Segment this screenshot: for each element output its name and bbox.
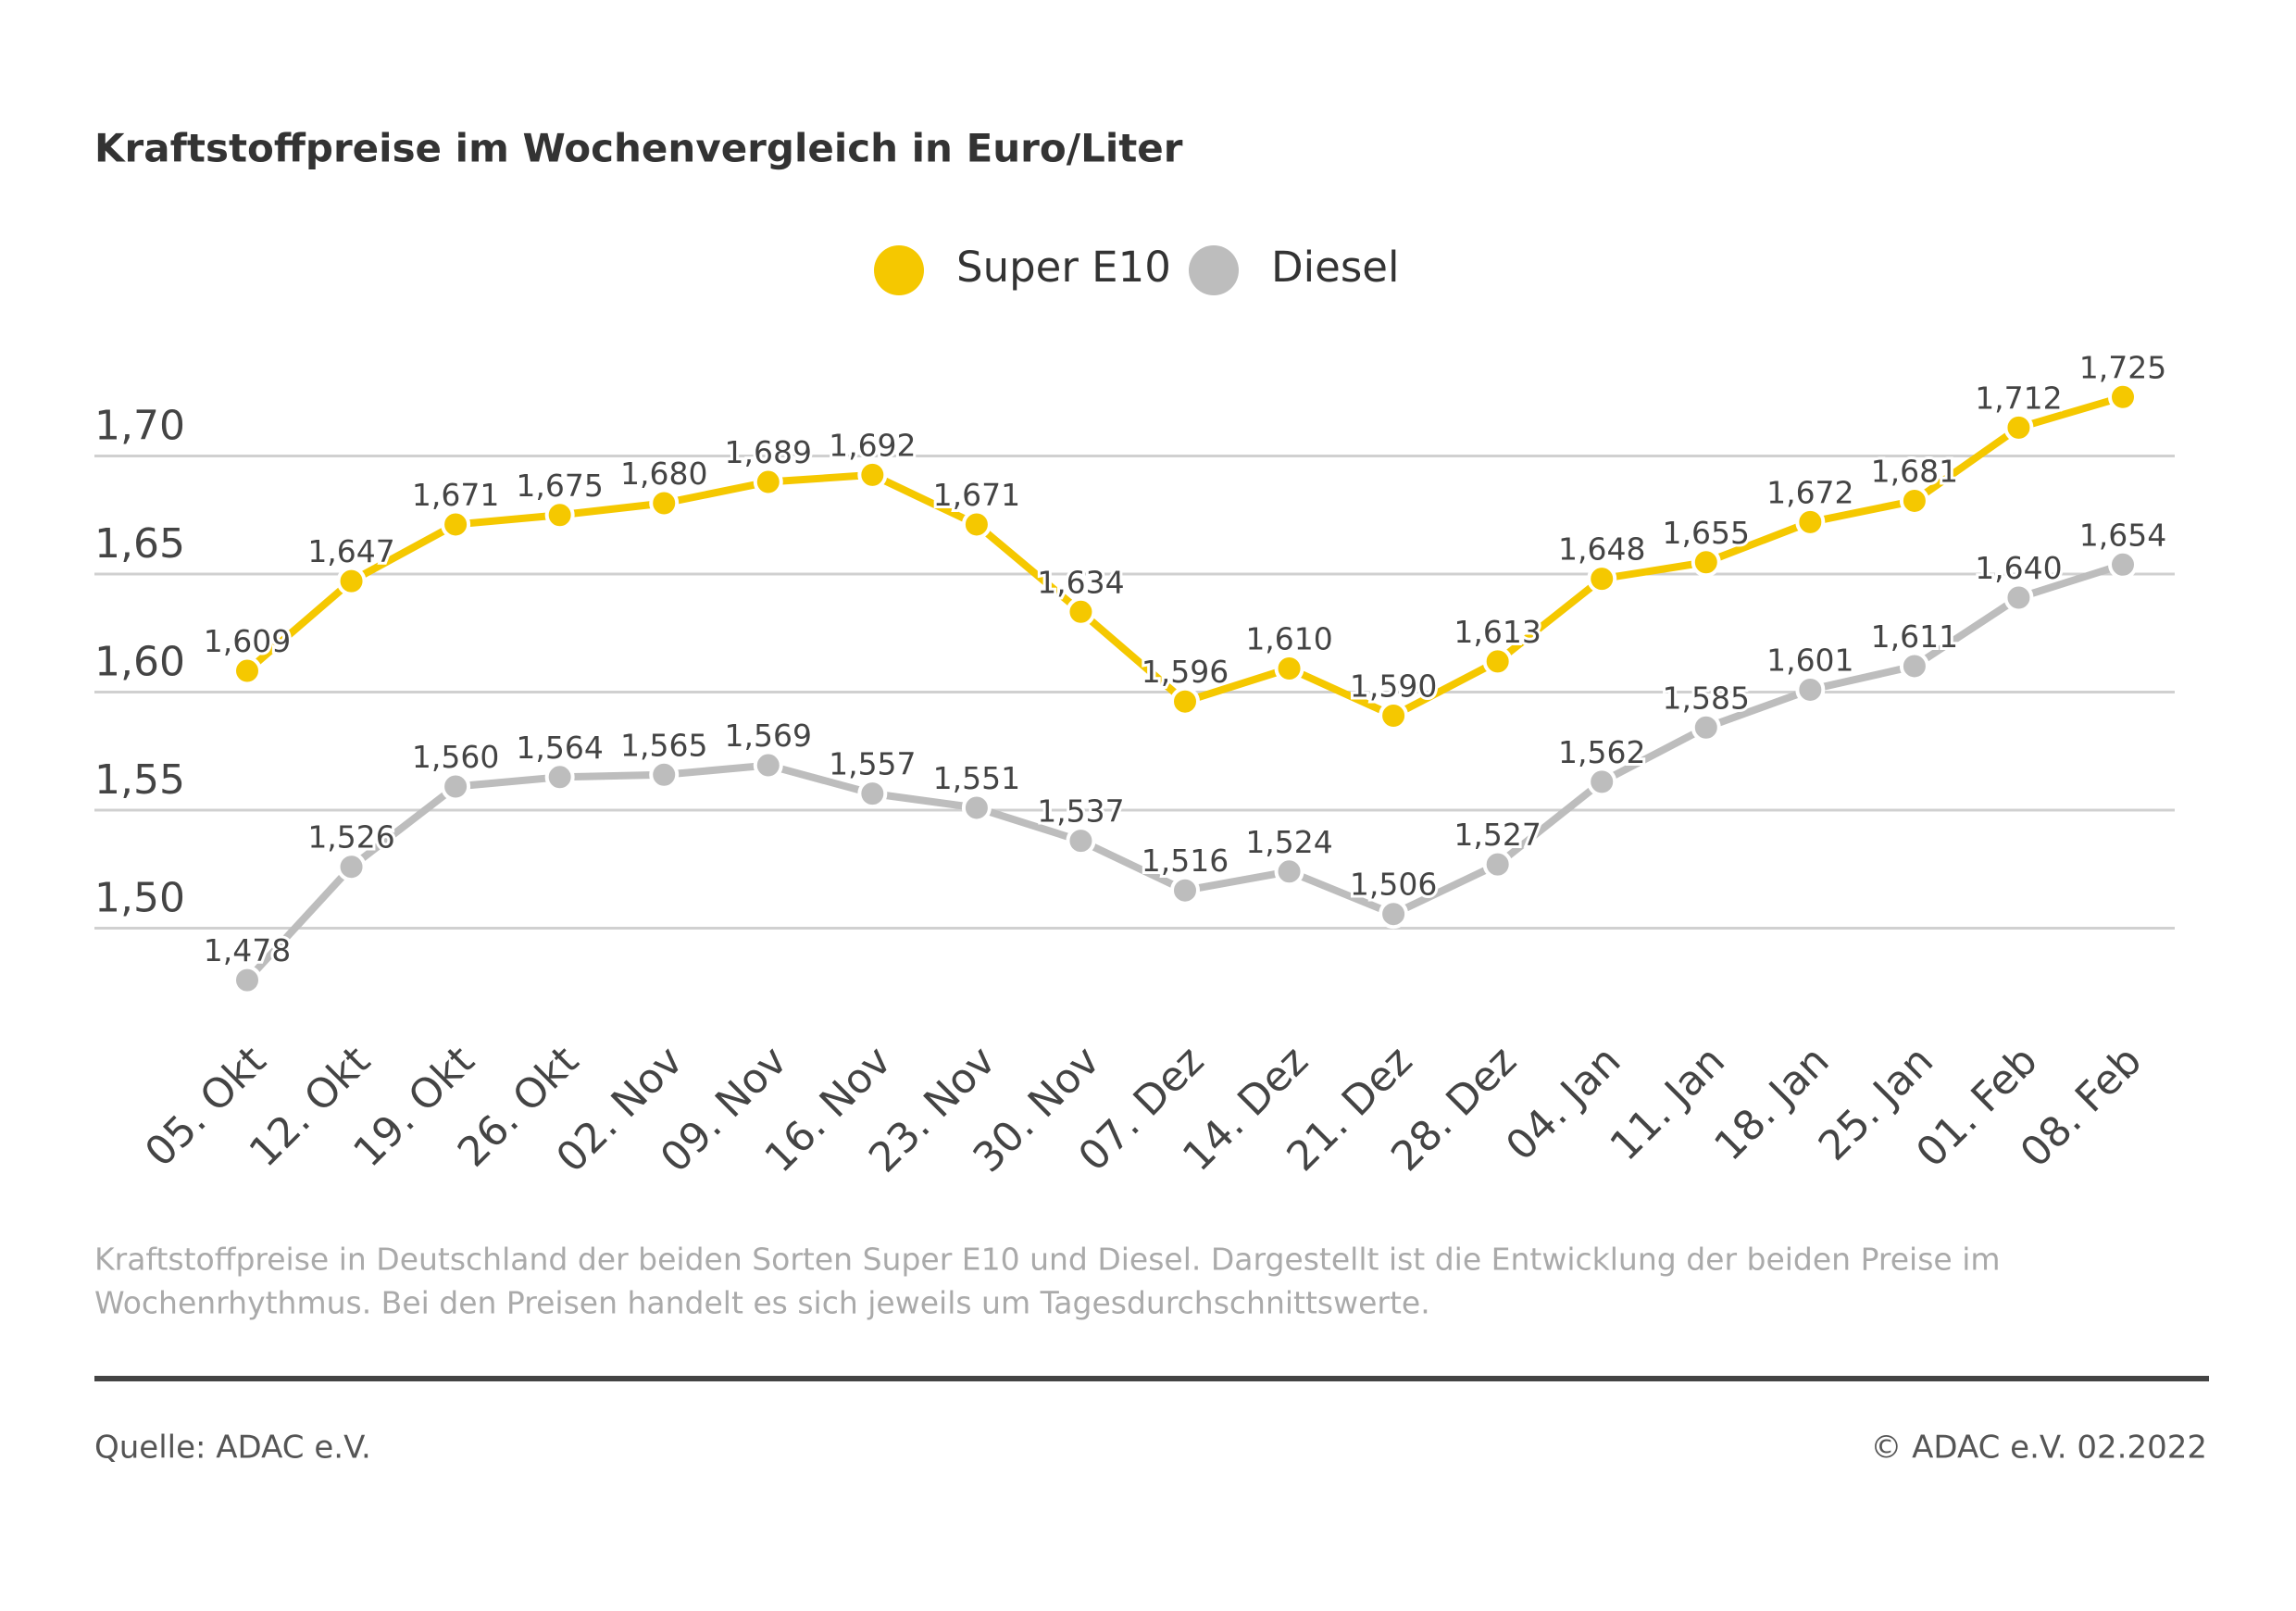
data-point bbox=[1379, 899, 1409, 930]
data-label: 1,681 bbox=[1871, 453, 1958, 489]
x-tick-label: 04. Jan bbox=[1497, 1037, 1629, 1169]
series-line bbox=[244, 560, 2125, 983]
data-point bbox=[1482, 849, 1513, 880]
data-label: 1,725 bbox=[2079, 349, 2166, 385]
data-label: 1,647 bbox=[307, 533, 394, 569]
legend-marker bbox=[874, 245, 924, 295]
data-point bbox=[1170, 875, 1200, 905]
data-label: 1,596 bbox=[1142, 654, 1229, 690]
data-point bbox=[1899, 651, 1929, 681]
y-tick-label: 1,50 bbox=[94, 875, 185, 922]
data-label: 1,634 bbox=[1037, 564, 1124, 600]
data-point bbox=[1170, 686, 1200, 717]
data-label: 1,611 bbox=[1871, 618, 1958, 655]
data-label: 1,562 bbox=[1558, 734, 1645, 770]
data-label: 1,689 bbox=[725, 434, 812, 470]
data-label: 1,590 bbox=[1350, 668, 1437, 705]
data-point bbox=[1691, 547, 1721, 578]
data-point bbox=[2003, 412, 2034, 443]
x-tick-label: 11. Jan bbox=[1602, 1037, 1734, 1169]
data-point bbox=[961, 509, 992, 540]
data-label: 1,526 bbox=[307, 819, 394, 855]
data-point bbox=[857, 459, 888, 490]
data-label: 1,585 bbox=[1663, 680, 1750, 716]
data-label: 1,551 bbox=[933, 760, 1020, 796]
data-point bbox=[1795, 674, 1826, 705]
data-label: 1,564 bbox=[516, 730, 603, 766]
data-point bbox=[232, 965, 262, 995]
data-label: 1,610 bbox=[1245, 621, 1332, 657]
data-point bbox=[1795, 506, 1826, 537]
data-point bbox=[649, 488, 680, 518]
data-point bbox=[544, 762, 575, 793]
y-tick-label: 1,70 bbox=[94, 403, 185, 450]
data-label: 1,560 bbox=[412, 739, 499, 775]
data-label: 1,478 bbox=[204, 932, 291, 968]
data-point bbox=[857, 779, 888, 809]
data-point bbox=[1899, 485, 1929, 516]
data-point bbox=[1379, 701, 1409, 731]
footnote: Kraftstoffpreise in Deutschland der beid… bbox=[94, 1242, 2001, 1278]
data-label: 1,537 bbox=[1037, 793, 1124, 830]
y-tick-label: 1,65 bbox=[94, 520, 185, 568]
data-label: 1,648 bbox=[1558, 531, 1645, 568]
data-label: 1,712 bbox=[1975, 380, 2062, 416]
data-point bbox=[2108, 381, 2138, 412]
copyright: © ADAC e.V. 02.2022 bbox=[1870, 1430, 2207, 1467]
legend-label: Diesel bbox=[1271, 243, 1399, 292]
data-label: 1,671 bbox=[933, 477, 1020, 513]
data-label: 1,569 bbox=[725, 718, 812, 754]
data-label: 1,654 bbox=[2079, 517, 2166, 553]
divider bbox=[94, 1376, 2209, 1381]
data-label: 1,640 bbox=[1975, 550, 2062, 586]
data-label: 1,672 bbox=[1766, 474, 1853, 510]
data-label: 1,675 bbox=[516, 468, 603, 504]
data-point bbox=[2003, 582, 2034, 613]
data-point bbox=[2108, 549, 2138, 580]
data-label: 1,557 bbox=[829, 746, 916, 782]
data-point bbox=[753, 467, 783, 497]
data-label: 1,692 bbox=[829, 427, 916, 463]
data-label: 1,524 bbox=[1245, 824, 1332, 860]
data-point bbox=[961, 793, 992, 823]
data-point bbox=[1482, 646, 1513, 677]
data-label: 1,613 bbox=[1454, 614, 1541, 650]
data-label: 1,565 bbox=[620, 727, 707, 763]
data-point bbox=[544, 500, 575, 531]
data-point bbox=[1066, 596, 1096, 627]
data-point bbox=[1274, 654, 1304, 683]
data-point bbox=[336, 566, 367, 596]
data-label: 1,527 bbox=[1454, 817, 1541, 853]
data-point bbox=[1587, 767, 1617, 797]
data-label: 1,609 bbox=[204, 623, 291, 659]
legend-marker bbox=[1189, 245, 1239, 295]
data-label: 1,680 bbox=[620, 456, 707, 492]
footnote: Wochenrhythmus. Bei den Preisen handelt … bbox=[94, 1285, 1430, 1321]
chart-title: Kraftstoffpreise im Wochenvergleich in E… bbox=[94, 126, 1183, 171]
data-point bbox=[1066, 826, 1096, 856]
data-point bbox=[753, 750, 783, 781]
data-point bbox=[441, 771, 471, 802]
data-label: 1,506 bbox=[1350, 867, 1437, 903]
data-label: 1,601 bbox=[1766, 642, 1853, 678]
data-point bbox=[441, 509, 471, 540]
source: Quelle: ADAC e.V. bbox=[94, 1430, 371, 1467]
data-point bbox=[1274, 856, 1304, 887]
y-tick-label: 1,60 bbox=[94, 639, 185, 686]
data-label: 1,655 bbox=[1663, 515, 1750, 551]
data-point bbox=[336, 852, 367, 882]
data-point bbox=[649, 759, 680, 790]
data-point bbox=[1691, 712, 1721, 743]
data-label: 1,516 bbox=[1142, 843, 1229, 879]
data-label: 1,671 bbox=[412, 477, 499, 513]
data-point bbox=[232, 656, 262, 686]
legend-label: Super E10 bbox=[956, 243, 1171, 292]
y-tick-label: 1,55 bbox=[94, 756, 185, 804]
x-tick-label: 18. Jan bbox=[1705, 1037, 1838, 1169]
data-point bbox=[1587, 564, 1617, 594]
